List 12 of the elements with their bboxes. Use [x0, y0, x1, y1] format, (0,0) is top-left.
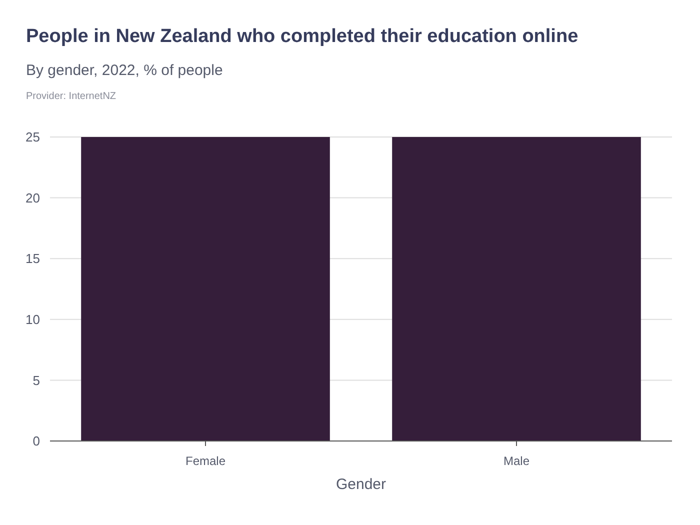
text: Provider: InternetNZ: [26, 91, 116, 102]
x-tick-label: Female: [185, 454, 226, 468]
y-tick-label: 25: [26, 130, 40, 145]
chart-title: People in New Zealand who completed their education online: [26, 26, 578, 47]
y-tick-label: 20: [26, 190, 40, 206]
y-tick-label: 15: [26, 251, 40, 266]
y-tick-label: 10: [26, 312, 40, 327]
x-axis-title: Gender: [336, 476, 386, 493]
y-tick-label: 5: [32, 372, 40, 388]
y-tick-label: 0: [32, 434, 40, 449]
x-tick-label: Male: [503, 454, 530, 468]
chart-subtitle: By gender, 2022, % of people: [26, 62, 223, 79]
